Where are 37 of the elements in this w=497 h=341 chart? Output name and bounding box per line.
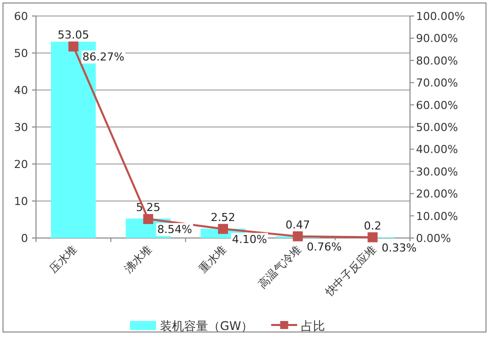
data-label: 4.10% [232,232,267,246]
point [143,214,154,224]
data-label: 86.27% [82,50,124,64]
y-tick-label: 10 [14,195,28,208]
y2-tick-label: 80.00% [416,54,458,68]
y-tick-label: 50 [14,47,28,60]
data-label: 0.76% [306,240,342,254]
y-tick-label: 20 [14,158,28,171]
data-label: 0.33% [382,241,417,254]
y2-tick-label: 60.00% [416,98,458,112]
y2-tick-label: 0.00% [416,232,451,245]
y-tick-label: 40 [14,84,28,97]
point [292,231,303,242]
legend-label: 装机容量（GW） [160,319,254,333]
y2-tick-label: 20.00% [416,188,458,201]
point [68,41,78,52]
x-tick-label: 压水堆 [46,242,80,276]
data-label: 8.54% [157,223,192,236]
y2-tick-label: 30.00% [416,165,458,178]
y2-tick-label: 50.00% [416,121,458,134]
legend-label: 占比 [301,319,326,333]
data-label: 0.47 [286,218,310,232]
y-tick-label: 60 [14,10,28,23]
y-tick-label: 30 [14,121,28,134]
data-label: 53.05 [58,28,90,42]
data-label: 0.2 [364,219,382,232]
y-tick-label: 0 [21,232,28,245]
point [368,232,378,242]
y2-tick-label: 100.00% [416,10,465,23]
y2-tick-label: 70.00% [416,76,458,90]
data-label: 2.52 [210,210,236,224]
point [218,224,228,234]
y2-tick-label: 10.00% [416,210,458,223]
y2-tick-label: 90.00% [416,32,458,46]
y2-tick-label: 40.00% [416,143,458,156]
x-tick-label: 重水堆 [196,242,230,276]
x-tick-label: 沸水堆 [122,242,154,276]
